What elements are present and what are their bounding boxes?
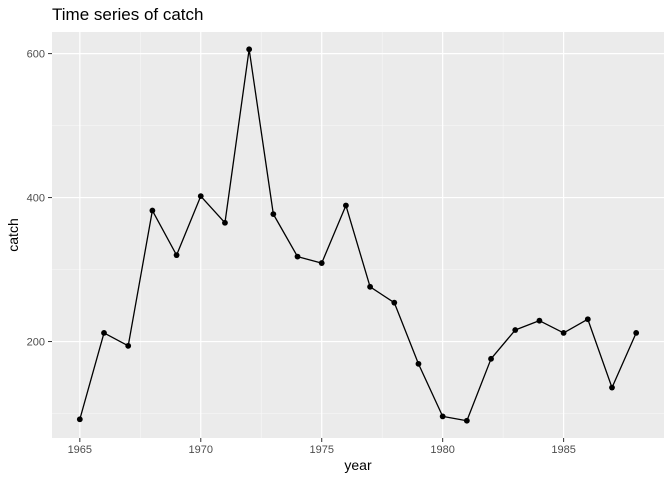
data-point	[173, 252, 180, 259]
data-point	[536, 317, 543, 324]
data-point	[101, 330, 107, 336]
x-tick-label: 1970	[189, 444, 213, 456]
data-point	[125, 342, 132, 349]
data-point	[294, 253, 301, 260]
data-point	[76, 416, 83, 423]
x-tick-label: 1980	[430, 444, 454, 456]
data-point	[197, 193, 204, 200]
data-point	[584, 316, 591, 323]
chart-title: Time series of catch	[52, 5, 203, 24]
data-point	[270, 211, 277, 218]
series-points-layer	[76, 46, 640, 424]
data-point	[367, 283, 373, 290]
data-point	[343, 202, 349, 209]
y-axis-title: catch	[5, 218, 21, 251]
data-point	[391, 299, 398, 306]
data-point	[512, 327, 519, 333]
y-tick-label: 400	[27, 193, 45, 205]
data-point	[149, 207, 156, 214]
x-tick-label: 1975	[309, 444, 333, 456]
data-point	[439, 413, 446, 420]
x-axis: 1965 1970 1975 1980 1985	[68, 438, 576, 456]
grid-major	[52, 32, 664, 438]
grid-minor	[52, 32, 664, 438]
y-tick-label: 200	[27, 337, 45, 349]
x-axis-title: year	[344, 457, 372, 473]
series-line-layer	[79, 48, 637, 422]
data-point	[633, 330, 640, 336]
x-tick-label: 1965	[68, 444, 92, 456]
data-point	[415, 360, 422, 367]
data-point	[463, 417, 470, 424]
data-point	[318, 260, 325, 266]
data-point	[246, 46, 253, 53]
plot-panel	[52, 32, 664, 438]
data-point	[609, 384, 615, 391]
y-tick-label: 600	[27, 49, 45, 61]
data-point	[488, 355, 494, 362]
series-line	[79, 48, 637, 422]
y-axis: 200 400 600	[27, 49, 52, 349]
x-tick-label: 1985	[551, 444, 575, 456]
data-point	[222, 219, 228, 226]
data-point	[560, 330, 567, 336]
